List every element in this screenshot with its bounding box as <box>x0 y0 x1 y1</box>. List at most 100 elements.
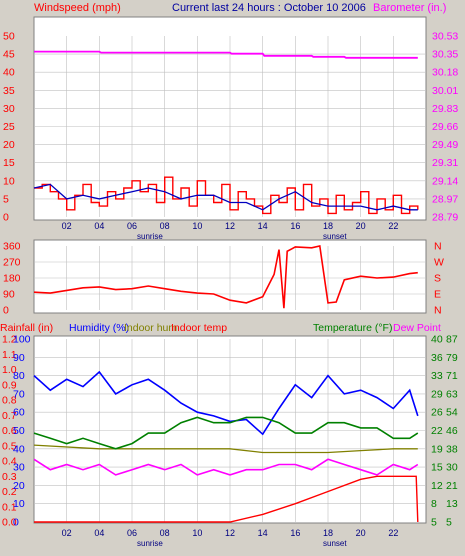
temperature-f-tick: 63 <box>446 388 458 400</box>
humidity-tick: 50 <box>13 425 25 437</box>
sunset-label-bottom: sunset <box>323 539 347 548</box>
dew-point-legend: Dew Point <box>393 322 441 334</box>
wind-baro-grid <box>34 36 426 217</box>
humidity-tick: 90 <box>13 352 25 364</box>
direction-degree-tick: 90 <box>3 289 15 301</box>
rainfall-tick: 1.0 <box>2 364 17 376</box>
temperature-tick: 12 <box>431 480 443 492</box>
temperature-legend: Temperature (°F) <box>313 322 392 334</box>
windspeed-tick: 50 <box>3 31 15 43</box>
temperature-axis-ticks: 40 36 33 29 26 22 19 15 12 8 5 <box>431 334 443 529</box>
x-tick-label: 12 <box>225 221 235 231</box>
temperature-tick: 19 <box>431 443 443 455</box>
x-tick-label: 18 <box>323 221 333 231</box>
barometer-tick: 29.49 <box>432 139 458 151</box>
barometer-tick: 30.01 <box>432 85 458 97</box>
temperature-f-axis-ticks: 87 79 71 63 54 46 38 30 21 13 5 <box>446 334 458 529</box>
humidity-line <box>33 370 419 436</box>
x-tick-label: 06 <box>127 528 137 538</box>
barometer-label: Barometer (in.) <box>373 2 446 14</box>
temperature-tick: 26 <box>431 407 443 419</box>
x-tick-label: 08 <box>160 221 170 231</box>
temperature-f-tick: 87 <box>446 334 458 346</box>
temperature-tick: 5 <box>431 517 437 529</box>
x-tick-label: 04 <box>94 221 104 231</box>
x-tick-label: 02 <box>62 528 72 538</box>
sunset-label-top: sunset <box>323 232 347 241</box>
barometer-tick: 29.31 <box>432 157 458 169</box>
indoor-hum-legend: Indoor hum <box>124 322 177 334</box>
x-tick-label: 16 <box>290 528 300 538</box>
barometer-tick: 29.83 <box>432 103 458 115</box>
x-tick-label: 14 <box>258 221 268 231</box>
humidity-tick: 40 <box>13 443 25 455</box>
temperature-tick: 22 <box>431 425 443 437</box>
humidity-legend: Humidity (%) <box>69 322 129 334</box>
temperature-tick: 8 <box>431 498 437 510</box>
temperature-f-tick: 21 <box>446 480 458 492</box>
temperature-tick: 36 <box>431 352 443 364</box>
x-tick-label: 16 <box>290 221 300 231</box>
indoor-temp-legend: Indoor temp <box>171 322 227 334</box>
wind-direction-line <box>33 245 418 309</box>
barometer-tick: 30.35 <box>432 49 458 61</box>
temp-hum-x-ticks: 02 04 06 08 10 12 14 16 18 20 22 <box>62 528 399 538</box>
avg-windspeed-line <box>33 183 418 211</box>
windspeed-tick: 25 <box>3 121 15 133</box>
temperature-f-tick: 38 <box>446 443 458 455</box>
windspeed-label: Windspeed (mph) <box>34 2 121 14</box>
barometer-tick: 30.18 <box>432 67 458 79</box>
direction-degree-tick: 360 <box>3 241 21 253</box>
temperature-f-tick: 79 <box>446 352 458 364</box>
windspeed-tick: 45 <box>3 49 15 61</box>
windspeed-tick: 10 <box>3 175 15 187</box>
wind-baro-x-ticks: 02 04 06 08 10 12 14 16 18 20 22 <box>62 221 399 231</box>
temp-hum-grid <box>34 339 426 522</box>
direction-compass-tick: N <box>434 305 442 317</box>
rainfall-line <box>34 475 419 523</box>
temp-hum-series <box>33 370 419 523</box>
barometer-tick: 30.53 <box>432 31 458 43</box>
temperature-f-tick: 13 <box>446 498 458 510</box>
wind-baro-series <box>33 50 419 215</box>
x-tick-label: 02 <box>62 221 72 231</box>
rainfall-tick: 1.1 <box>2 349 17 361</box>
humidity-tick: 30 <box>13 462 25 474</box>
direction-degree-ticks: 360 270 180 90 0 <box>3 241 21 317</box>
rainfall-tick: 0.7 <box>2 410 17 422</box>
x-tick-label: 08 <box>160 528 170 538</box>
humidity-tick: 20 <box>13 480 25 492</box>
direction-grid <box>34 246 426 310</box>
barometer-line <box>34 50 418 59</box>
temperature-tick: 15 <box>431 462 443 474</box>
temperature-f-tick: 54 <box>446 407 458 419</box>
direction-series <box>33 245 418 309</box>
direction-compass-tick: E <box>434 289 441 301</box>
x-tick-label: 06 <box>127 221 137 231</box>
rainfall-tick: 0.3 <box>2 471 17 483</box>
windspeed-tick: 35 <box>3 85 15 97</box>
temperature-f-tick: 5 <box>446 517 452 529</box>
direction-degree-tick: 180 <box>3 273 21 285</box>
sunrise-label-top: sunrise <box>137 232 163 241</box>
direction-compass-tick: N <box>434 241 442 253</box>
humidity-tick: 100 <box>13 334 31 346</box>
temperature-f-tick: 46 <box>446 425 458 437</box>
indoor-humidity-line <box>33 444 418 454</box>
direction-compass-tick: S <box>434 273 441 285</box>
x-tick-label: 10 <box>192 221 202 231</box>
rainfall-tick: 1.2 <box>2 334 17 346</box>
humidity-tick: 0 <box>13 517 19 529</box>
windspeed-line <box>34 176 419 215</box>
sunrise-label-bottom: sunrise <box>137 539 163 548</box>
rainfall-tick: 0.2 <box>2 486 17 498</box>
direction-degree-tick: 0 <box>3 305 9 317</box>
x-tick-label: 18 <box>323 528 333 538</box>
barometer-tick: 28.79 <box>432 212 458 224</box>
barometer-axis-ticks: 30.53 30.35 30.18 30.01 29.83 29.66 29.49 29.31… <box>432 31 458 224</box>
rainfall-tick: 0.4 <box>2 456 17 468</box>
x-tick-label: 20 <box>356 528 366 538</box>
